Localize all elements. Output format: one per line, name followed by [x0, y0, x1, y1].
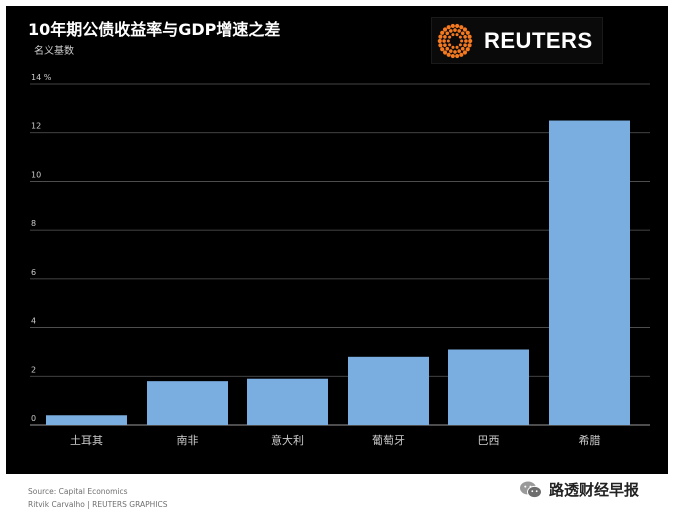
bar [147, 381, 228, 425]
bar [348, 356, 429, 425]
x-tick-label: 希腊 [579, 433, 601, 447]
chart-title: 10年期公债收益率与GDP增速之差 [28, 20, 281, 39]
y-tick-label: 12 [31, 122, 41, 131]
credit-note: Ritvik Carvalho | REUTERS GRAPHICS [28, 500, 168, 509]
reuters-logo-icon [437, 23, 473, 58]
reuters-logo-text: REUTERS [484, 27, 593, 53]
wechat-watermark: 路透财经早报 [519, 479, 639, 500]
x-tick-label: 意大利 [271, 433, 304, 447]
reuters-logo: REUTERS [431, 17, 603, 64]
bars [46, 120, 630, 426]
source-note: Source: Capital Economics [28, 487, 128, 496]
y-tick-label: 0 [31, 414, 36, 423]
watermark-text: 路透财经早报 [549, 481, 640, 499]
bar [448, 349, 529, 425]
y-axis-ticks: 0 2 4 6 8 10 12 14 % [31, 73, 52, 423]
chart-subtitle: 名义基数 [34, 46, 74, 57]
x-tick-label: 巴西 [478, 434, 500, 447]
x-tick-label: 南非 [177, 434, 199, 447]
x-axis-ticks: 土耳其 南非 意大利 葡萄牙 巴西 希腊 [70, 433, 601, 447]
x-tick-label: 葡萄牙 [372, 434, 405, 447]
x-tick-label: 土耳其 [70, 434, 103, 447]
bar [46, 415, 127, 425]
bar [247, 378, 328, 425]
wechat-icon [520, 481, 542, 498]
y-tick-label: 6 [31, 268, 36, 277]
y-tick-label: 4 [31, 317, 36, 326]
y-tick-label: 14 % [31, 73, 52, 82]
y-tick-label: 2 [31, 365, 36, 374]
y-tick-label: 8 [31, 219, 36, 228]
bar [549, 120, 630, 426]
gridlines [30, 83, 650, 426]
y-tick-label: 10 [31, 170, 41, 179]
